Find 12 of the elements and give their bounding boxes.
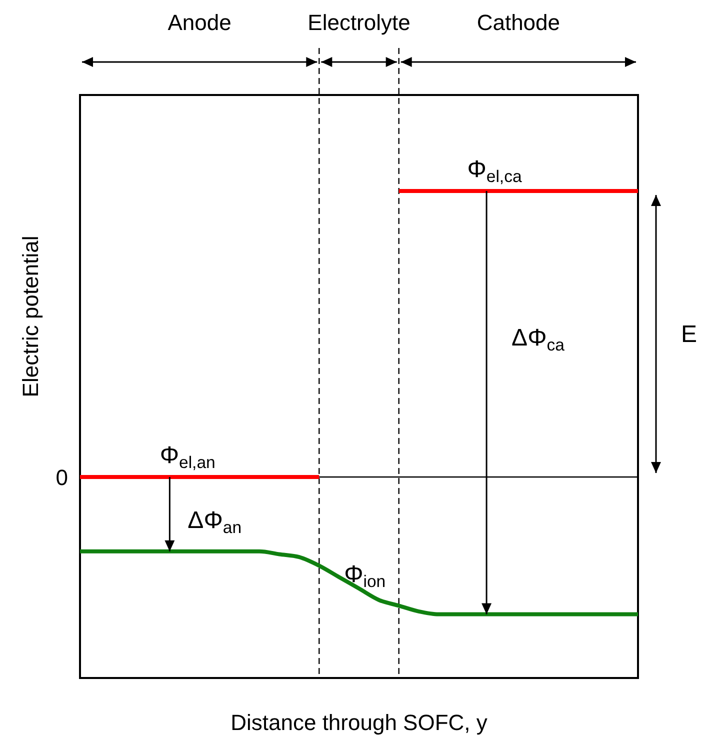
annotation: ΔΦ$_{an}$ [188,507,242,538]
text: Cathode [476,10,560,35]
text: E [681,321,698,348]
text: Anode [168,10,232,35]
ref-line-label: 0 [56,465,68,490]
y-axis-title: Electric potential [18,236,43,398]
text: Electrolyte [308,10,410,35]
series-label: Φ$_{ion}$ [344,561,386,592]
x-axis-title: Distance through SOFC, y [230,710,488,735]
series-label: Φ$_{el,an}$ [160,442,216,472]
annotation: ΔΦ$_{ca}$ [512,324,566,355]
series-label: Φ$_{el,ca}$ [467,156,522,186]
